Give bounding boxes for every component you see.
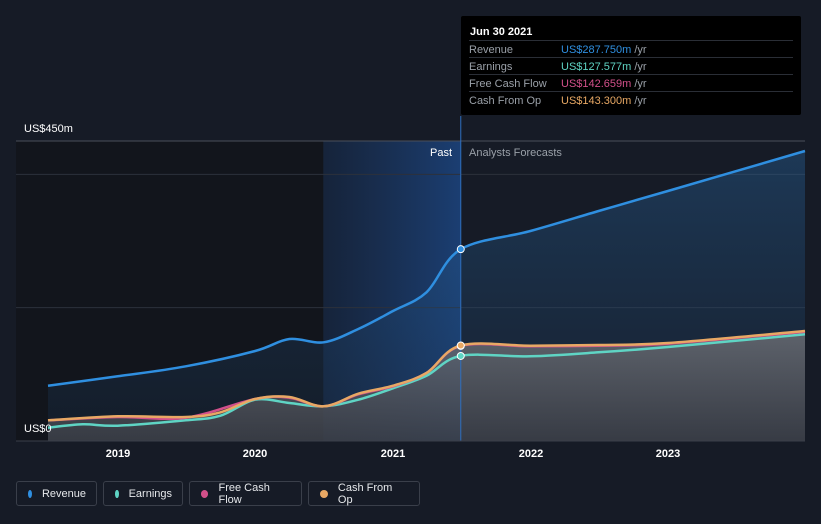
past-region-label: Past (430, 147, 453, 159)
revenue-dot-icon (28, 489, 32, 498)
tooltip-date: Jun 30 2021 (470, 26, 533, 38)
tooltip-row-free-cash-flow: Free Cash Flow US$142.659m/yr (469, 74, 793, 92)
legend-item-free-cash-flow[interactable]: Free Cash Flow (189, 481, 302, 506)
free-cash-flow-dot-icon (201, 489, 209, 498)
chart-legend: Revenue Earnings Free Cash Flow Cash Fro… (16, 481, 420, 508)
tooltip-label: Earnings (469, 61, 513, 73)
legend-label: Revenue (41, 487, 86, 500)
cash-from-op-marker (456, 341, 465, 350)
legend-item-cash-from-op[interactable]: Cash From Op (308, 481, 420, 506)
legend-label: Free Cash Flow (218, 481, 270, 506)
earnings-dot-icon (115, 489, 119, 498)
earnings-marker (456, 351, 465, 360)
tooltip-value: US$287.750m/yr (561, 44, 647, 56)
tooltip-value: US$127.577m/yr (561, 61, 647, 73)
cash-from-op-line (47, 329, 806, 422)
y-axis-max-label: US$450m (24, 123, 73, 135)
tooltip-row-cash-from-op: Cash From Op US$143.300m/yr (469, 91, 793, 109)
cash-from-op-dot-icon (320, 489, 328, 498)
legend-item-revenue[interactable]: Revenue (16, 481, 97, 506)
x-tick-2019: 2019 (105, 448, 131, 460)
forecast-region-label: Analysts Forecasts (469, 147, 562, 159)
x-tick-2023: 2023 (655, 448, 681, 460)
x-tick-2022: 2022 (518, 448, 544, 460)
tooltip-value: US$143.300m/yr (561, 95, 647, 107)
tooltip-label: Cash From Op (469, 95, 542, 107)
tooltip-value: US$142.659m/yr (561, 78, 647, 90)
x-tick-2021: 2021 (380, 448, 406, 460)
legend-label: Cash From Op (337, 481, 393, 506)
earnings-line (47, 333, 806, 429)
tooltip-label: Revenue (469, 44, 514, 56)
legend-item-earnings[interactable]: Earnings (103, 481, 183, 506)
cash-from-op-area (48, 331, 805, 441)
tooltip-row-earnings: Earnings US$127.577m/yr (469, 57, 793, 75)
legend-label: Earnings (128, 487, 172, 500)
x-tick-2020: 2020 (242, 448, 268, 460)
revenue-line (47, 149, 806, 387)
revenue-marker (456, 245, 465, 254)
y-axis-zero-label: US$0 (24, 423, 52, 435)
tooltip-row-revenue: Revenue US$287.750m/yr (469, 40, 793, 58)
tooltip-label: Free Cash Flow (469, 78, 547, 90)
data-tooltip: Jun 30 2021 Revenue US$287.750m/yr Earni… (461, 16, 801, 115)
